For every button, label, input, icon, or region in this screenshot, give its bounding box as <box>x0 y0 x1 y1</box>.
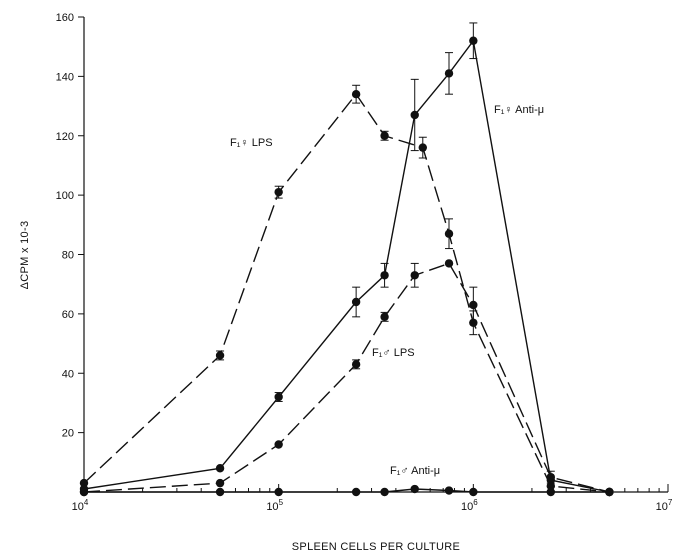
label-f1-male-lps: F₁♂ LPS <box>372 347 415 359</box>
x-axis-title: SPLEEN CELLS PER CULTURE <box>292 541 460 553</box>
data-point <box>215 487 225 497</box>
x-tick-label: 104 <box>72 498 89 513</box>
y-tick-label: 140 <box>56 71 74 83</box>
series-2 <box>79 259 614 497</box>
x-tick-label: 106 <box>461 498 478 513</box>
series-line <box>83 93 610 493</box>
axes <box>83 17 668 493</box>
data-point <box>215 464 225 473</box>
data-point <box>215 478 225 488</box>
data-point <box>274 187 283 197</box>
data-point <box>410 271 419 280</box>
data-point <box>274 392 283 402</box>
series-line <box>83 39 610 493</box>
data-point <box>274 487 283 497</box>
data-point <box>444 259 454 268</box>
series-line <box>83 262 610 493</box>
data-point <box>469 36 478 45</box>
data-point <box>351 360 361 369</box>
data-point <box>380 271 389 280</box>
y-tick-label: 160 <box>56 12 74 24</box>
data-point <box>410 484 419 494</box>
data-point <box>444 69 454 78</box>
data-point <box>351 297 361 307</box>
x-tick-label: 105 <box>266 498 283 513</box>
data-point <box>444 486 454 495</box>
series-line <box>84 488 610 493</box>
data-point <box>380 131 389 140</box>
data-point <box>469 300 478 310</box>
y-axis-title: ΔCPM x 10-3 <box>19 221 31 290</box>
series-3 <box>79 484 614 497</box>
data-point <box>351 89 361 99</box>
ticks: 20 40 60 80 100 120 140 160 104 105 106 107 <box>56 12 673 513</box>
data-point <box>444 229 454 238</box>
label-f1-female-anti-mu: F₁♀ Anti-μ <box>494 104 544 116</box>
y-tick-label: 20 <box>62 428 74 440</box>
series-0 <box>79 84 614 497</box>
data-point <box>605 487 614 497</box>
data-point <box>546 481 555 491</box>
y-tick-label: 40 <box>62 368 74 380</box>
y-tick-label: 120 <box>56 131 74 143</box>
label-f1-male-anti-mu: F₁♂ Anti-μ <box>390 465 440 477</box>
series-layer <box>79 22 614 497</box>
data-point <box>418 143 427 152</box>
label-f1-female-lps: F₁♀ LPS <box>230 137 273 149</box>
series-1 <box>79 22 614 497</box>
y-tick-label: 100 <box>56 190 74 202</box>
data-point <box>274 440 283 449</box>
data-point <box>546 472 555 482</box>
data-point <box>79 478 89 488</box>
data-point <box>79 487 89 497</box>
y-tick-label: 80 <box>62 250 74 262</box>
data-point <box>546 487 555 497</box>
y-tick-label: 60 <box>62 309 74 321</box>
data-point <box>469 487 478 497</box>
data-point <box>215 351 225 360</box>
data-point <box>410 110 419 120</box>
data-point <box>380 487 389 497</box>
x-tick-label: 107 <box>656 498 673 513</box>
data-point <box>351 487 361 497</box>
data-point <box>380 312 389 322</box>
